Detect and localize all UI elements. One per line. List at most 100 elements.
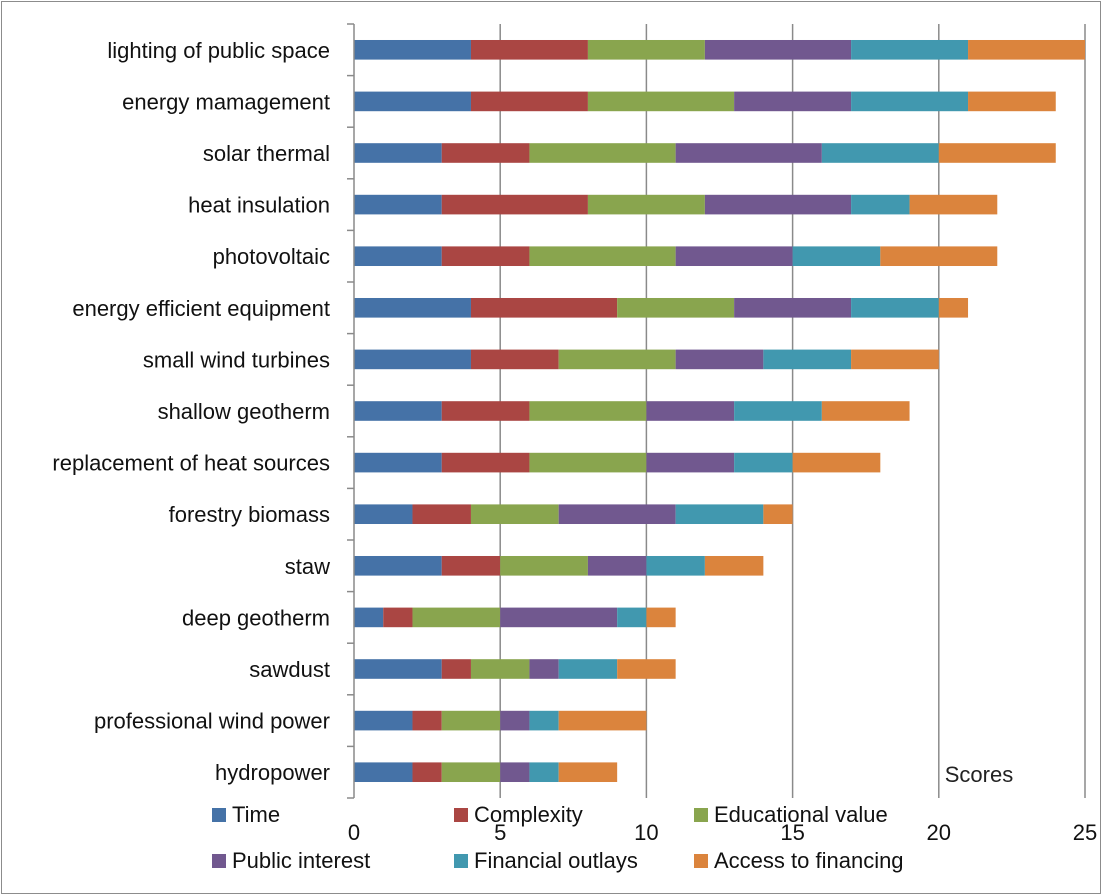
bar-segment <box>968 91 1056 112</box>
bar-segment <box>354 91 471 112</box>
bar-segment <box>354 659 442 679</box>
bar-segment <box>938 297 969 318</box>
bar-segment <box>500 710 530 731</box>
bar-segment <box>646 401 735 421</box>
bar-segment <box>354 452 442 473</box>
bar-segment <box>470 349 559 370</box>
bar-segment <box>792 246 881 267</box>
bar-segment <box>558 762 618 783</box>
legend-item: Complexity <box>454 802 583 827</box>
category-label: staw <box>285 554 330 579</box>
legend-item: Access to financing <box>694 848 904 873</box>
bar-segment <box>587 91 735 112</box>
x-tick-label: 10 <box>634 820 658 845</box>
bar-segment <box>470 91 588 112</box>
bar-segment <box>851 349 939 370</box>
bar-segment <box>617 607 647 628</box>
bar-segment <box>529 710 559 731</box>
bar-segment <box>734 401 822 421</box>
x-axis-label: Scores <box>945 762 1013 787</box>
category-label: hydropower <box>215 760 330 785</box>
legend-swatch <box>454 808 468 822</box>
bar-segment <box>675 349 764 370</box>
bar-segment <box>763 349 852 370</box>
bar-segment <box>851 39 969 60</box>
category-label: energy efficient equipment <box>72 296 330 321</box>
axes <box>347 23 355 799</box>
x-tick-label: 20 <box>927 820 951 845</box>
bar-segment <box>646 555 705 576</box>
bar-segment <box>354 401 442 421</box>
bar-segment <box>441 246 530 267</box>
bar-segment <box>441 710 501 731</box>
bar-segment <box>968 39 1085 60</box>
bar-segment <box>587 194 705 215</box>
bar-segment <box>675 143 822 163</box>
category-label: solar thermal <box>203 141 330 166</box>
bar-segment <box>704 39 852 60</box>
legend-label: Time <box>232 802 280 827</box>
bar-segment <box>529 659 559 679</box>
bar-segment <box>792 452 881 473</box>
legend-label: Complexity <box>474 802 583 827</box>
legend-label: Access to financing <box>714 848 904 873</box>
bar-segment <box>734 297 852 318</box>
category-label: sawdust <box>249 657 330 682</box>
bar-segment <box>558 659 618 679</box>
bar-segment <box>354 297 471 318</box>
bar-segment <box>441 452 530 473</box>
bar-segment <box>470 297 618 318</box>
bar-segment <box>558 504 676 525</box>
bar-segment <box>500 555 588 576</box>
bar-segment <box>558 710 647 731</box>
legend-item: Public interest <box>212 848 370 873</box>
bar-segment <box>821 401 910 421</box>
bar-segment <box>441 194 588 215</box>
bar-segment <box>500 607 618 628</box>
bar-segment <box>851 91 969 112</box>
bar-segment <box>383 607 413 628</box>
bar-segment <box>704 194 852 215</box>
bar-segment <box>354 143 442 163</box>
bar-segment <box>470 504 559 525</box>
x-tick-label: 15 <box>780 820 804 845</box>
bar-segment <box>412 607 501 628</box>
legend-item: Time <box>212 802 280 827</box>
legend-swatch <box>694 808 708 822</box>
bar-segment <box>354 39 471 60</box>
bar-segment <box>529 401 647 421</box>
x-tick-labels: 0 5 10 15 20 25 <box>348 820 1097 845</box>
bar-segment <box>909 194 998 215</box>
bar-segment <box>529 452 647 473</box>
bar-segment <box>470 39 588 60</box>
legend-item: Financial outlays <box>454 848 638 873</box>
legend-swatch <box>694 854 708 868</box>
bar-segment <box>354 194 442 215</box>
bar-segment <box>412 504 471 525</box>
bar-segment <box>470 659 530 679</box>
bar-segment <box>938 143 1056 163</box>
bar-segment <box>354 246 442 267</box>
bar-segment <box>529 246 676 267</box>
bar-segment <box>851 297 939 318</box>
category-label: shallow geotherm <box>158 399 330 424</box>
bar-segment <box>500 762 530 783</box>
legend: Time Complexity Educational value Public in… <box>212 802 904 873</box>
category-label: deep geotherm <box>182 605 330 630</box>
bar-segment <box>441 401 530 421</box>
bar-segment <box>441 555 501 576</box>
bar-segment <box>441 762 501 783</box>
bar-segment <box>354 762 413 783</box>
bar-segment <box>529 143 676 163</box>
legend-item: Educational value <box>694 802 888 827</box>
bar-segment <box>441 143 530 163</box>
bar-segment <box>646 452 735 473</box>
bar-segment <box>704 555 764 576</box>
bar-segment <box>412 762 442 783</box>
bars <box>354 39 1085 783</box>
bar-segment <box>354 349 471 370</box>
legend-swatch <box>212 854 226 868</box>
bar-segment <box>354 607 384 628</box>
bar-segment <box>587 39 705 60</box>
